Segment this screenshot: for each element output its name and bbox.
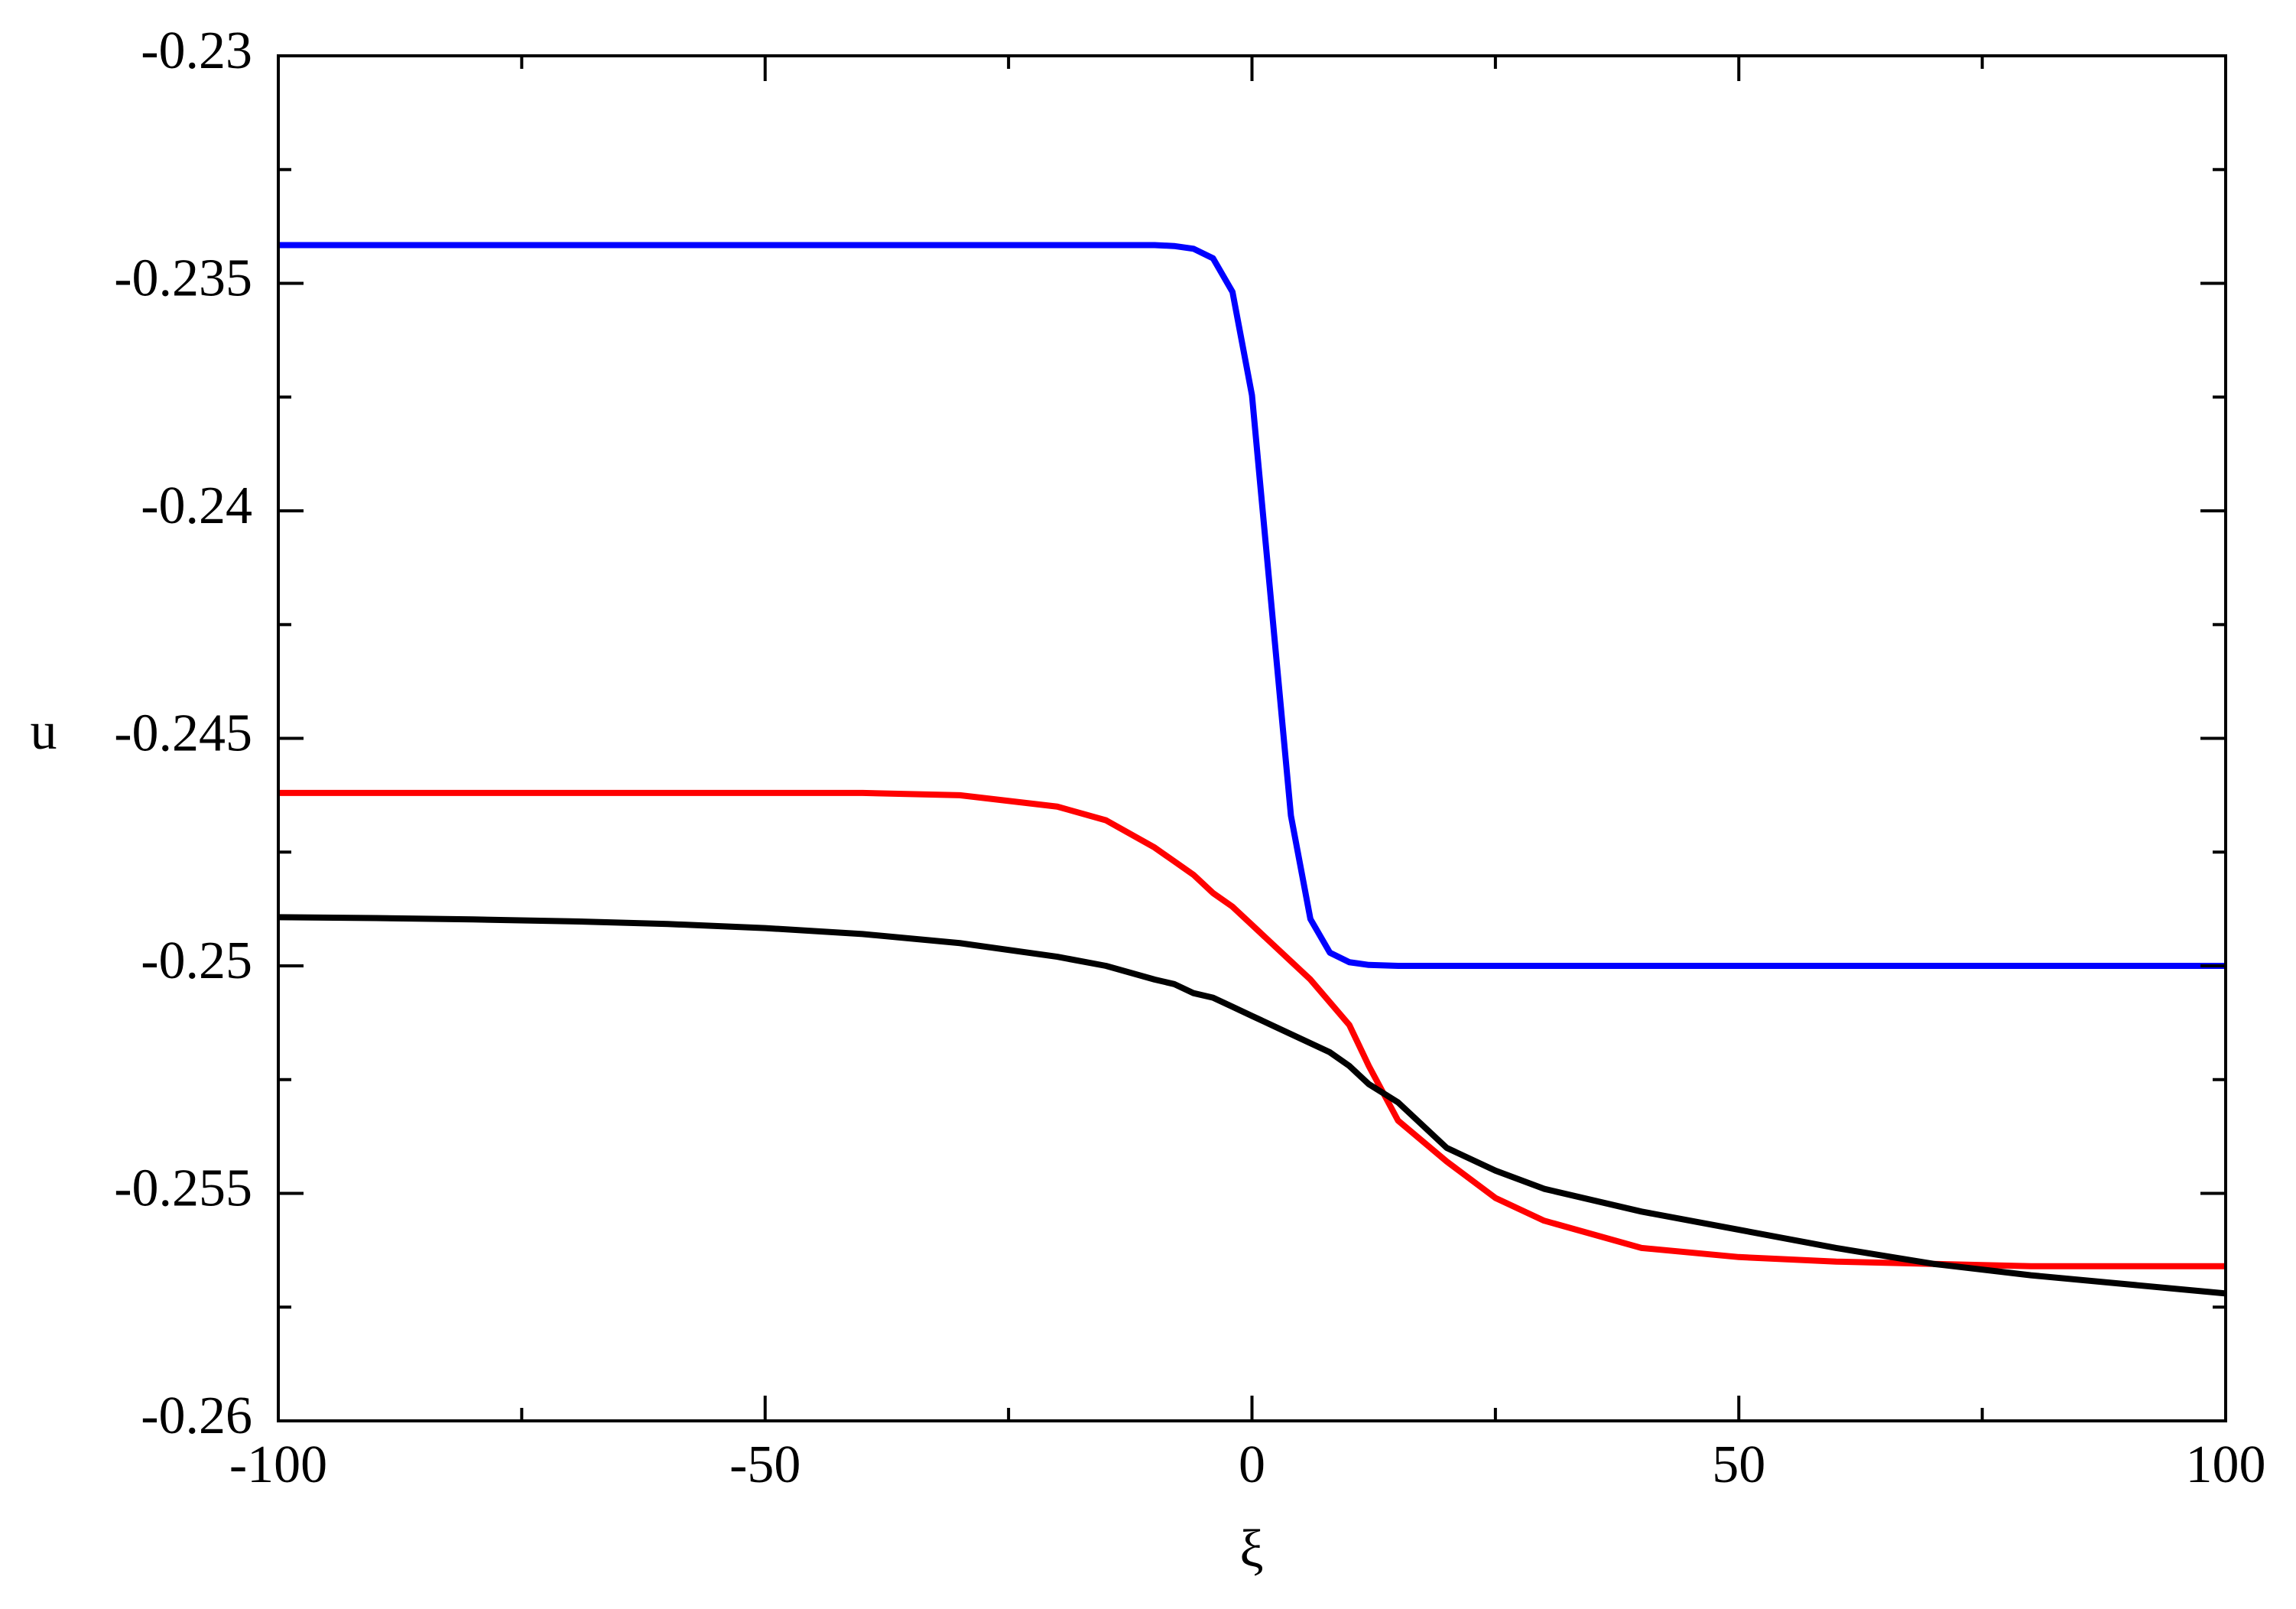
y-tick-label: -0.26 [141,1386,252,1445]
x-tick-label: 100 [2186,1435,2266,1494]
y-axis-label: u [31,702,57,761]
plot-frame [277,54,2227,1422]
y-tick-label: -0.235 [114,249,252,308]
y-tick-label: -0.245 [114,704,252,763]
y-tick-label: -0.24 [141,476,252,535]
data-line [278,789,2226,1269]
y-tick-label: -0.23 [141,21,252,80]
data-line [278,242,2226,969]
x-tick-label: 0 [1239,1435,1265,1494]
y-tick-label: -0.25 [141,931,252,990]
y-tick-label: -0.255 [114,1159,252,1218]
x-tick-label: 50 [1712,1435,1765,1494]
x-axis-label: ξ [1239,1520,1263,1578]
x-tick-label: -100 [229,1435,327,1494]
x-tick-label: -50 [729,1435,801,1494]
data-line [278,914,2226,1297]
